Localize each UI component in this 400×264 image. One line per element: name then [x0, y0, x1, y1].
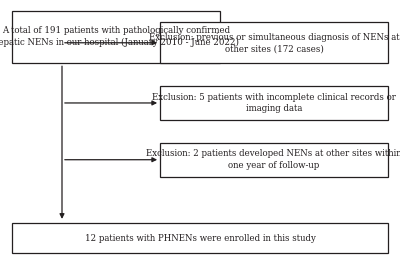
Bar — [160, 86, 388, 120]
Text: Exclusion: previous or simultaneous diagnosis of NENs at
other sites (172 cases): Exclusion: previous or simultaneous diag… — [149, 32, 399, 53]
Text: Exclusion: 2 patients developed NENs at other sites within
one year of follow-up: Exclusion: 2 patients developed NENs at … — [146, 149, 400, 170]
Text: Exclusion: 5 patients with incomplete clinical records or
imaging data: Exclusion: 5 patients with incomplete cl… — [152, 93, 396, 113]
Text: A total of 191 patients with pathologically confirmed
hepatic NENs in our hospit: A total of 191 patients with pathologica… — [0, 26, 239, 48]
Text: 12 patients with PHNENs were enrolled in this study: 12 patients with PHNENs were enrolled in… — [84, 234, 316, 243]
Bar — [12, 223, 388, 253]
Bar — [160, 143, 388, 177]
Bar — [160, 22, 388, 63]
Bar — [12, 11, 220, 63]
